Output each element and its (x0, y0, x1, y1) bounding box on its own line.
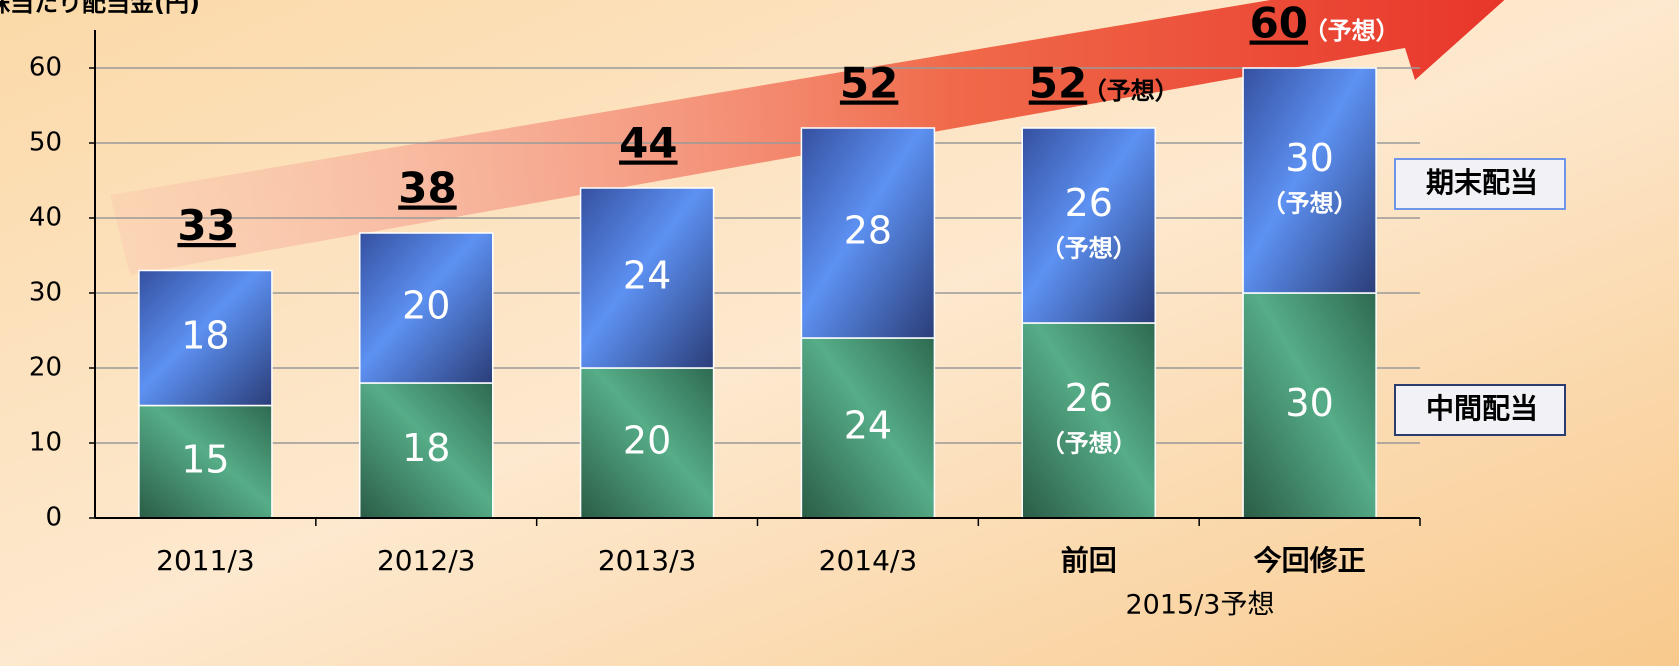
bar-segment (359, 232, 494, 384)
y-tick-label: 60 (29, 53, 62, 83)
bar-segment (1242, 67, 1377, 294)
value-note: （予想） (1262, 190, 1358, 218)
value-label: 20 (623, 419, 671, 463)
legend-label: 期末配当 (1426, 166, 1538, 199)
x-tick-label: 2011/3 (156, 544, 255, 577)
value-label: 30 (1285, 381, 1333, 425)
value-label: 26 (1065, 376, 1113, 420)
value-label: 18 (181, 314, 229, 358)
y-tick-label: 0 (45, 503, 62, 533)
y-tick-label: 20 (29, 353, 62, 383)
value-label: 30 (1285, 136, 1333, 180)
y-tick-label: 40 (29, 203, 62, 233)
bar-segment (359, 382, 494, 519)
bar-segment (800, 127, 936, 339)
total-label: 52 (840, 59, 898, 108)
legend-label: 中間配当 (1426, 392, 1538, 425)
bar-segment (579, 187, 715, 369)
total-label: 60 (1250, 0, 1308, 48)
value-label: 20 (402, 284, 450, 328)
total-label: 44 (619, 119, 677, 168)
bar-segment (1021, 127, 1156, 324)
value-label: 28 (844, 209, 892, 253)
y-tick-label: 30 (29, 278, 62, 308)
x-tick-label: 今回修正 (1254, 544, 1366, 577)
x-tick-label: 前回 (1061, 544, 1117, 577)
value-label: 26 (1065, 181, 1113, 225)
x-tick-label: 2014/3 (819, 544, 918, 577)
bar-segment (579, 367, 715, 519)
value-label: 24 (623, 254, 671, 298)
value-label: 18 (402, 426, 450, 470)
value-label: 15 (181, 437, 229, 481)
bar-segment (1242, 292, 1377, 519)
total-note: （予想） (1304, 17, 1400, 45)
value-note: （予想） (1041, 430, 1137, 458)
legend-box (1394, 158, 1566, 210)
y-axis-label: 株当たり配当金(円) (0, 0, 200, 17)
legend-box (1394, 384, 1566, 436)
y-tick-label: 50 (29, 128, 62, 158)
total-label: 38 (398, 164, 456, 213)
x-tick-label: 2013/3 (598, 544, 697, 577)
bar-segment (1021, 322, 1156, 519)
value-note: （予想） (1041, 235, 1137, 263)
total-note: （予想） (1083, 77, 1179, 105)
bar-segment (138, 269, 273, 407)
value-label: 24 (844, 404, 892, 448)
total-label: 52 (1029, 59, 1087, 108)
y-tick-label: 10 (29, 428, 62, 458)
x-tick-label: 2012/3 (377, 544, 476, 577)
bar-segment (800, 337, 936, 519)
total-label: 33 (177, 201, 235, 250)
group-label: 2015/3予想 (1126, 590, 1275, 621)
